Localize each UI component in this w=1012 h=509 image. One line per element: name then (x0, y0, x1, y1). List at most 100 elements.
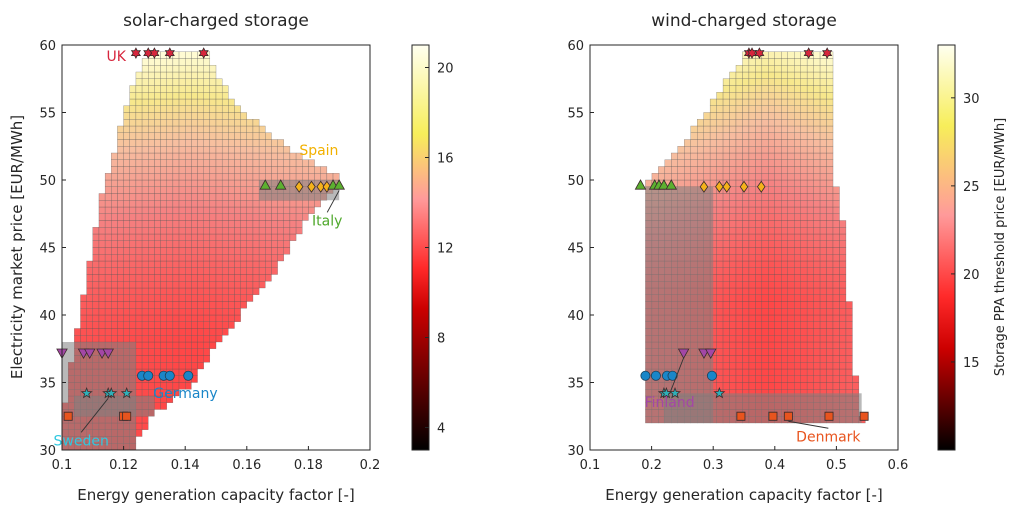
solar-heatmap-cell (141, 119, 149, 127)
wind-heatmap-cell (748, 341, 756, 349)
solar-marker-circle (164, 370, 175, 381)
wind-heatmap-cell (742, 267, 750, 275)
wind-heatmap-cell (729, 254, 737, 262)
wind-heatmap-cell (819, 186, 827, 194)
solar-heatmap-cell (209, 240, 217, 248)
wind-heatmap-cell (781, 112, 788, 120)
solar-heatmap-cell (228, 213, 235, 221)
wind-heatmap-cell (729, 368, 737, 376)
solar-heatmap-cell (252, 247, 260, 255)
solar-heatmap-cell (221, 267, 229, 275)
solar-heatmap-cell (215, 294, 223, 302)
solar-heatmap-cell (160, 173, 167, 181)
wind-heatmap-cell (806, 65, 814, 73)
wind-heatmap-cell (722, 233, 730, 241)
wind-heatmap-cell (826, 260, 834, 268)
wind-heatmap-cell (748, 125, 756, 133)
solar-heatmap-cell (246, 152, 254, 160)
solar-heatmap-cell (240, 260, 247, 268)
wind-heatmap-cell (826, 254, 834, 262)
wind-heatmap-cell (722, 267, 730, 275)
solar-heatmap-cell (98, 193, 106, 201)
solar-heatmap-cell (104, 287, 112, 295)
solar-heatmap-cell (129, 119, 137, 127)
solar-heatmap-cell (289, 173, 297, 181)
solar-heatmap-cell (228, 166, 235, 174)
solar-heatmap-cell (178, 186, 186, 194)
wind-heatmap-cell (781, 233, 788, 241)
solar-heatmap-cell (265, 254, 272, 262)
solar-heatmap-cell (160, 287, 167, 295)
wind-heatmap-cell (819, 254, 827, 262)
wind-heatmap-cell (794, 314, 801, 322)
wind-marker-triangle (634, 179, 647, 190)
wind-heatmap-cell (748, 65, 756, 73)
wind-heatmap-cell (768, 274, 775, 282)
solar-heatmap-cell (252, 254, 260, 262)
wind-heatmap-cell (735, 355, 743, 363)
solar-heatmap-cell (240, 112, 247, 120)
solar-heatmap-cell (172, 267, 180, 275)
solar-heatmap-cell (111, 240, 118, 248)
solar-heatmap-cell (135, 294, 143, 302)
solar-heatmap-cell (141, 348, 149, 356)
wind-heatmap-cell (742, 254, 750, 262)
solar-heatmap-cell (289, 159, 297, 167)
wind-heatmap-cell (806, 92, 814, 100)
wind-heatmap-cell (735, 287, 743, 295)
solar-heatmap-cell (209, 71, 217, 79)
wind-heatmap-cell (781, 186, 788, 194)
wind-heatmap-cell (806, 179, 814, 187)
wind-heatmap-cell (826, 368, 834, 376)
solar-heatmap-cell (160, 240, 167, 248)
solar-heatmap-cell (197, 220, 204, 228)
solar-heatmap-cell (154, 200, 161, 208)
solar-heatmap-cell (221, 301, 229, 309)
solar-heatmap-cell (111, 227, 118, 235)
wind-heatmap-cell (774, 213, 782, 221)
solar-heatmap-cell (141, 227, 149, 235)
solar-heatmap-cell (228, 139, 235, 147)
wind-heatmap-cell (748, 119, 756, 127)
wind-heatmap-cell (826, 267, 834, 275)
solar-heatmap-cell (178, 233, 186, 241)
wind-heatmap-cell (839, 321, 847, 329)
solar-heatmap-cell (191, 193, 198, 201)
solar-heatmap-cell (135, 247, 143, 255)
solar-heatmap-cell (209, 308, 217, 316)
solar-heatmap-cell (228, 152, 235, 160)
solar-heatmap-cell (166, 260, 174, 268)
wind-heatmap-cell (787, 247, 795, 255)
solar-heatmap-cell (191, 233, 198, 241)
solar-heatmap-cell (141, 355, 149, 363)
wind-marker-diamond (715, 180, 724, 193)
solar-heatmap-cell (98, 281, 106, 289)
solar-heatmap-cell (135, 240, 143, 248)
wind-heatmap-cell (787, 92, 795, 100)
solar-heatmap-cell (154, 173, 161, 181)
solar-heatmap-cell (302, 206, 309, 214)
solar-heatmap-cell (172, 220, 180, 228)
solar-heatmap-cell (148, 159, 155, 167)
solar-heatmap-cell (154, 355, 161, 363)
wind-xlabel: Energy generation capacity factor [-] (605, 486, 883, 504)
solar-heatmap-cell (129, 220, 137, 228)
solar-heatmap-cell (302, 166, 309, 174)
wind-heatmap-cell (774, 321, 782, 329)
solar-heatmap-cell (221, 294, 229, 302)
wind-heatmap-cell (735, 314, 743, 322)
wind-heatmap-cell (826, 233, 834, 241)
wind-heatmap-cell (826, 200, 834, 208)
wind-heatmap-cell (774, 112, 782, 120)
wind-heatmap-cell (800, 159, 808, 167)
wind-heatmap-cell (722, 274, 730, 282)
wind-heatmap-cell (722, 85, 730, 93)
wind-heatmap-cell (768, 375, 775, 383)
wind-heatmap-cell (813, 301, 821, 309)
solar-heatmap-cell (185, 348, 192, 356)
wind-heatmap-cell (832, 233, 840, 241)
solar-heatmap-cell (215, 139, 223, 147)
solar-heatmap-cell (111, 328, 118, 336)
wind-heatmap-cell (819, 193, 827, 201)
wind-heatmap-cell (806, 98, 814, 106)
